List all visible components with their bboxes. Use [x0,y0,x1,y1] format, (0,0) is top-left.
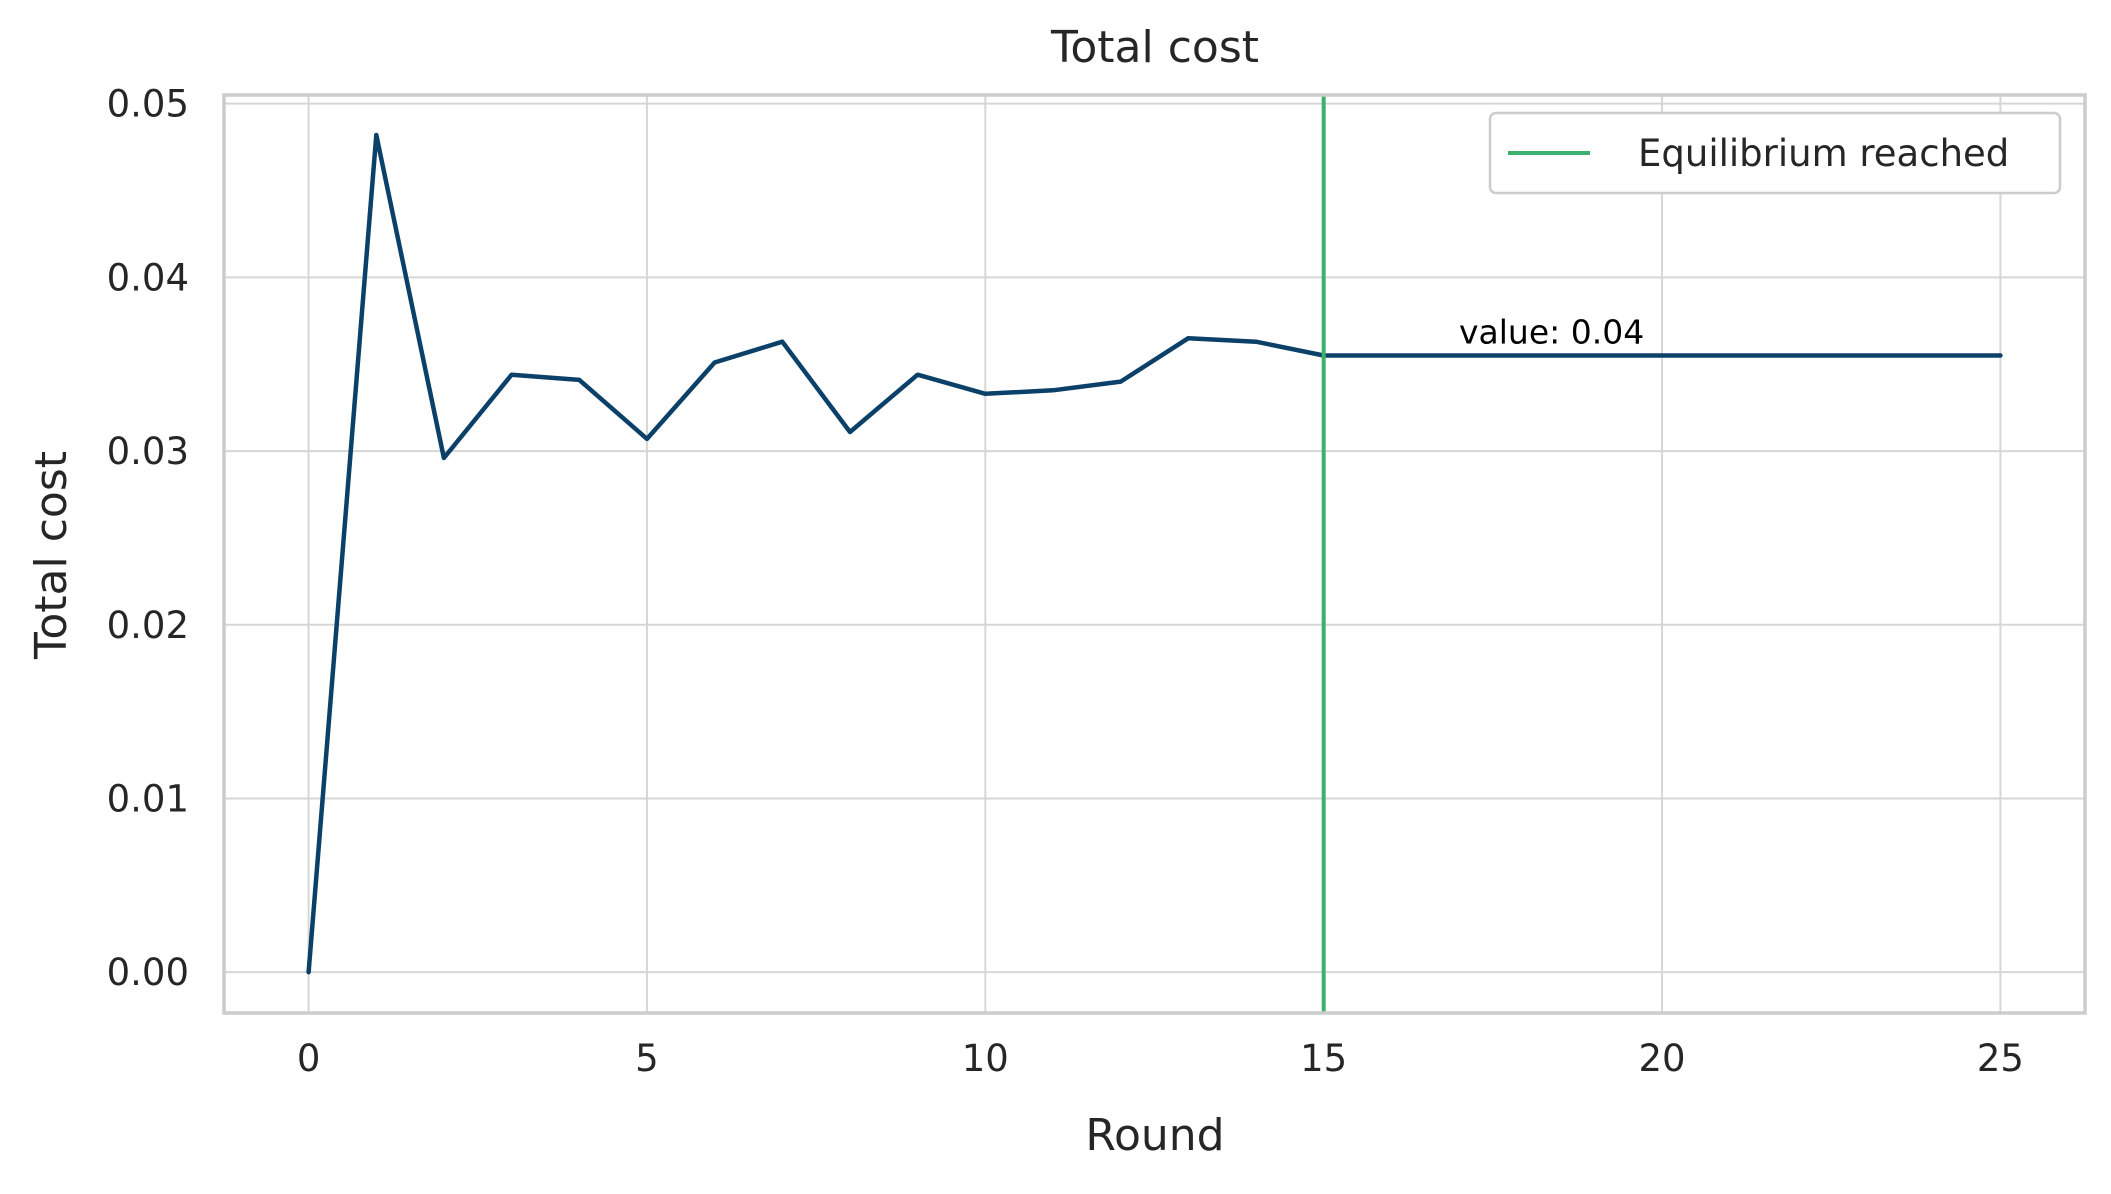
y-tick-label: 0.03 [107,430,189,473]
x-tick-label: 0 [297,1037,321,1080]
y-tick-label: 0.04 [107,256,189,299]
x-tick-label: 10 [962,1037,1009,1080]
series-line [306,132,2003,975]
chart-title: Total cost [1050,22,1259,73]
y-tick-label: 0.02 [107,604,189,647]
y-tick-label: 0.05 [107,83,189,126]
series-layer [306,95,2003,1013]
value-annotation: value: 0.04 [1459,312,1644,351]
x-tick-label: 25 [1977,1037,2024,1080]
plot-frame [222,93,2087,1015]
tick-labels: 0 5 10 15 20 25 0.00 0.01 0.02 0.03 0.04 0.05 [107,83,2024,1080]
annotation-layer: value: 0.04 [1459,312,1644,351]
y-tick-label: 0.01 [107,777,189,820]
legend: Equilibrium reached [1488,111,2062,195]
legend-box [1488,111,2062,195]
y-tick-label: 0.00 [107,951,189,994]
grid [224,95,2085,1013]
y-axis-label: Total cost [26,451,77,660]
x-tick-label: 15 [1300,1037,1347,1080]
x-tick-label: 20 [1638,1037,1685,1080]
legend-label: Equilibrium reached [1638,132,2009,175]
x-axis-label: Round [1085,1110,1224,1161]
x-tick-label: 5 [635,1037,659,1080]
